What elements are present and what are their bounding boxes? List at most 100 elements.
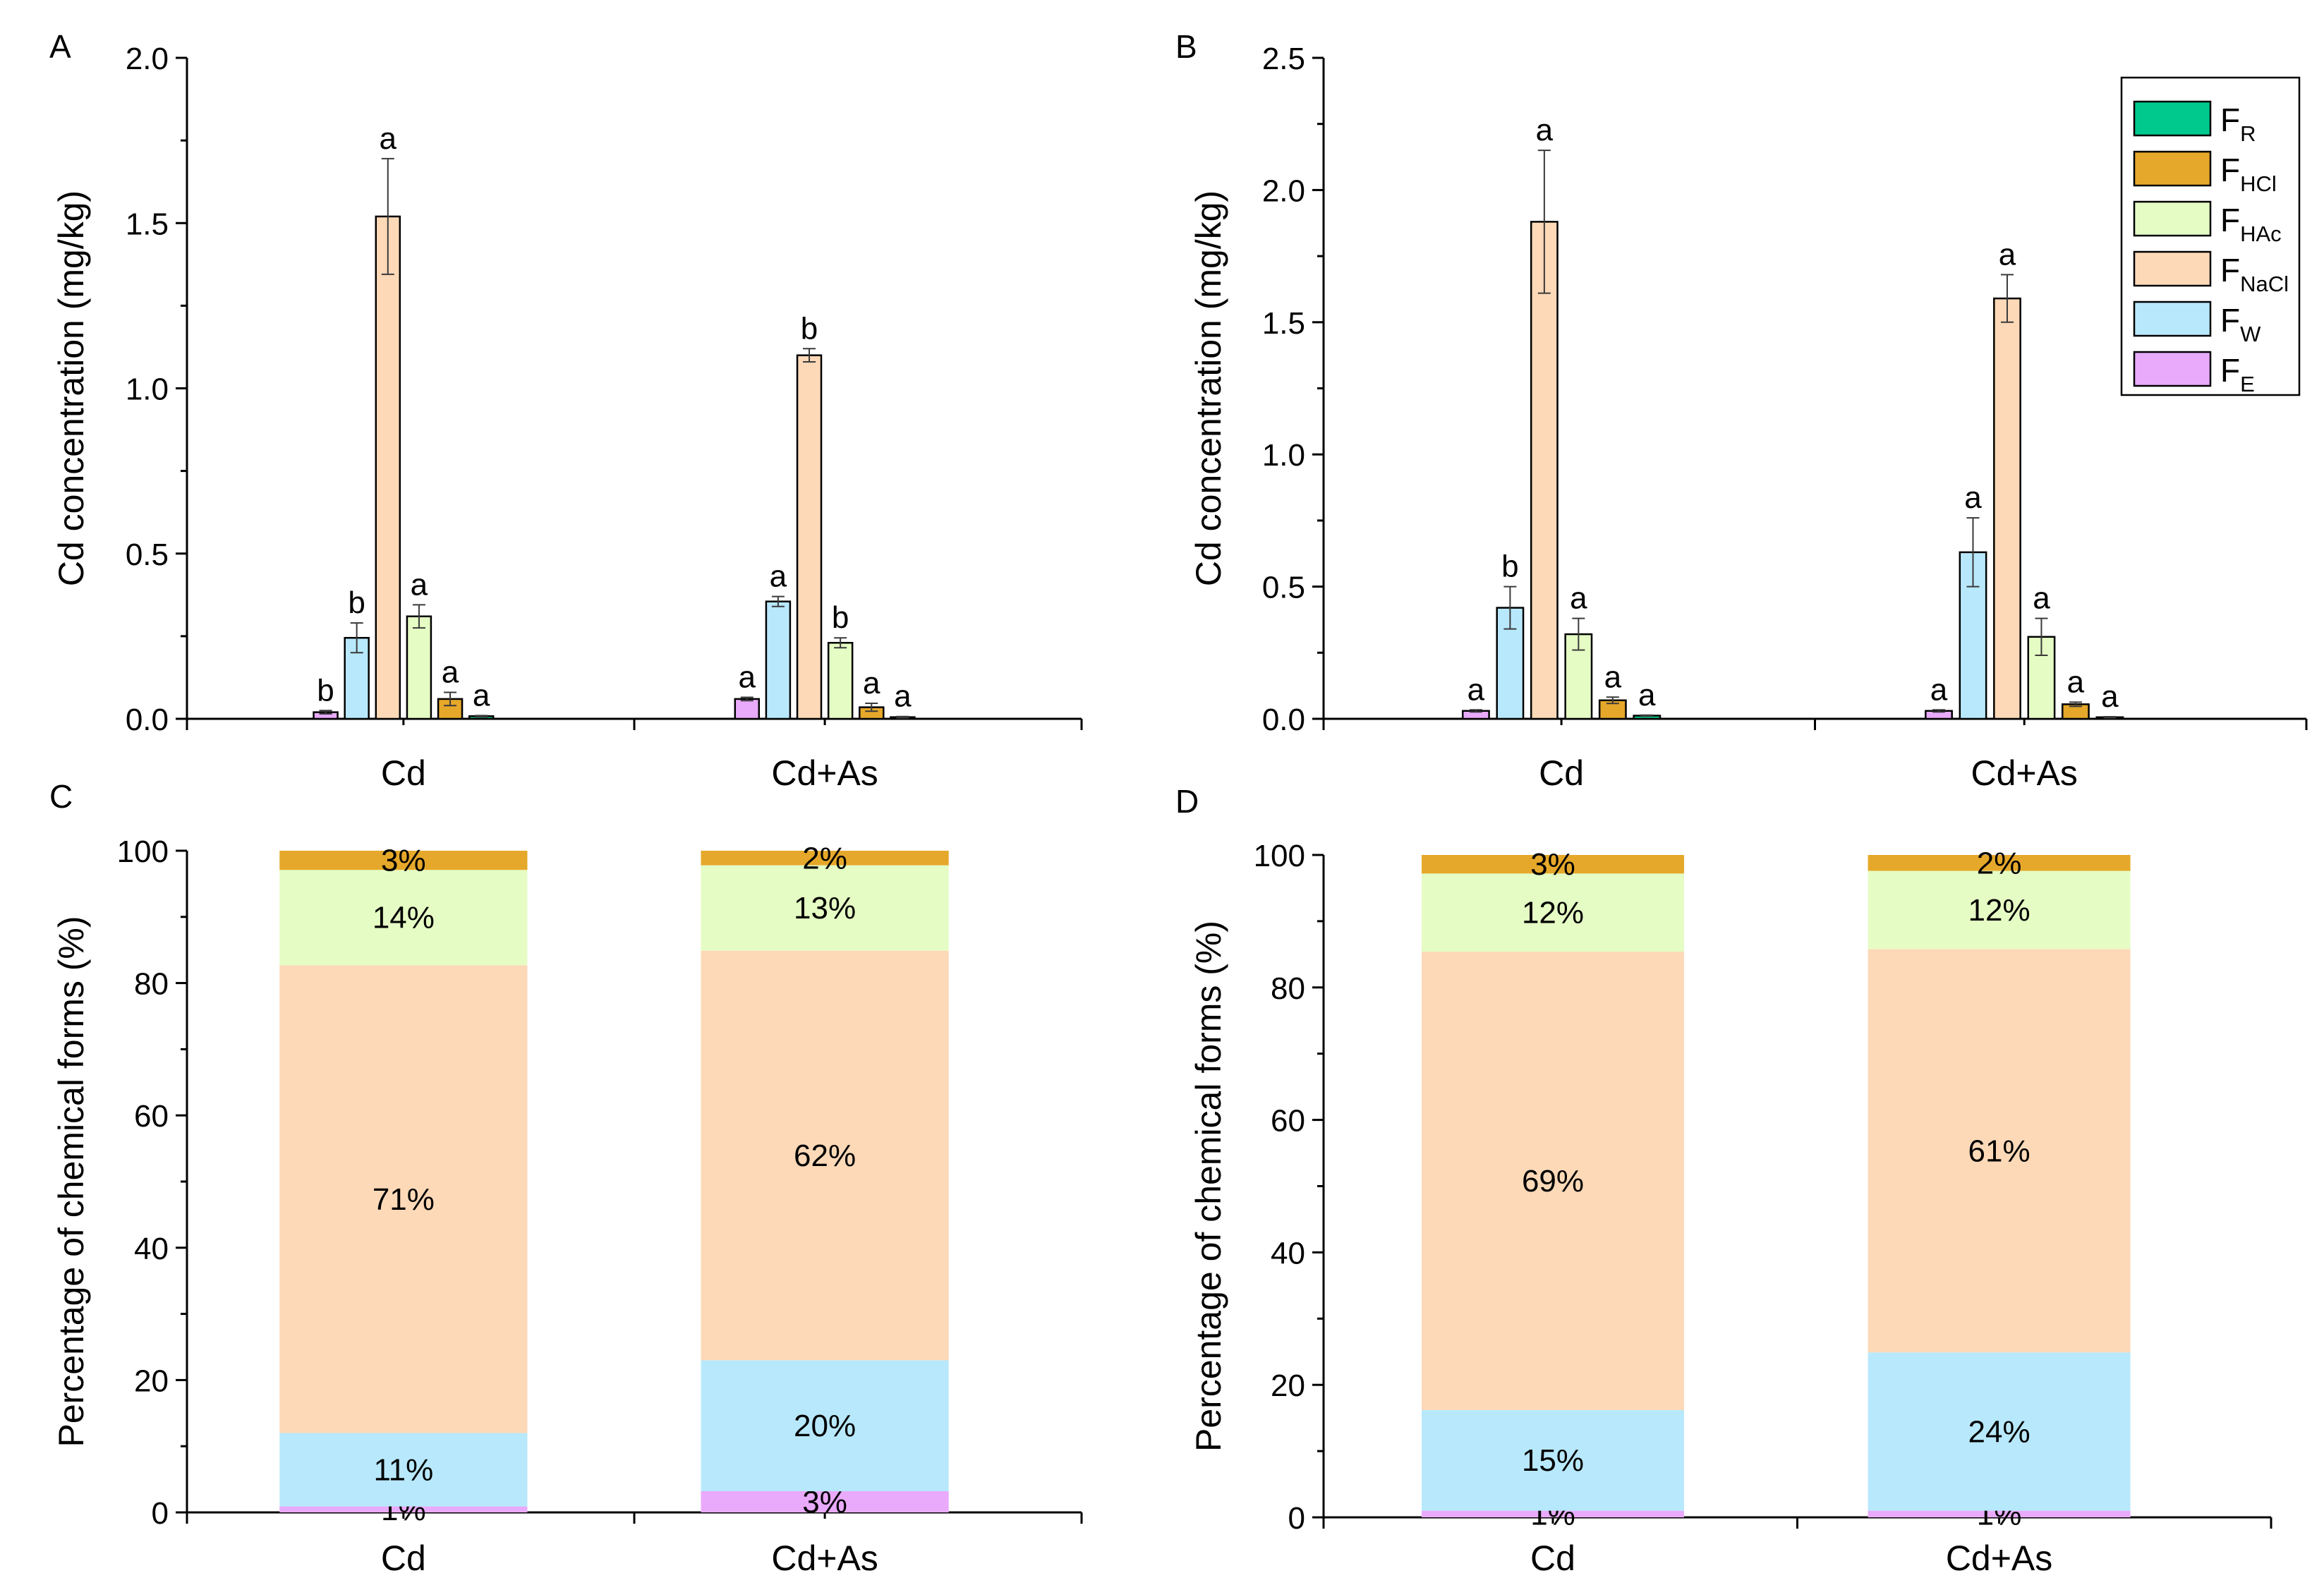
significance-letter: b xyxy=(1501,550,1518,584)
significance-letter: a xyxy=(473,678,490,712)
significance-letter: b xyxy=(348,585,365,620)
y-tick-label: 0 xyxy=(152,1496,169,1531)
stack-segment-f_hcl xyxy=(1422,855,1685,874)
percent-label: 3% xyxy=(381,844,426,878)
bar-f_hac xyxy=(827,641,854,720)
percent-label: 2% xyxy=(802,841,847,875)
significance-letter: a xyxy=(770,559,787,594)
significance-letter: a xyxy=(2067,664,2085,699)
x-tick-label: Cd+As xyxy=(1971,753,2077,793)
significance-letter: a xyxy=(2101,679,2119,714)
y-tick-label: 0.0 xyxy=(126,703,169,737)
percent-label: 15% xyxy=(1522,1443,1584,1478)
significance-letter: b xyxy=(317,673,334,708)
panel-a: A Cd concentration (mg/kg) 0.0 0.5 1.0 1.5 2.0… xyxy=(49,28,1083,793)
bar-f_w xyxy=(765,600,792,720)
y-tick-label: 20 xyxy=(1271,1368,1305,1403)
stack-segment-f_e xyxy=(701,1491,949,1512)
stack-segment-f_nacl xyxy=(701,950,949,1361)
significance-letter: a xyxy=(380,121,397,156)
y-tick-label: 100 xyxy=(117,834,169,869)
legend-entry-subscript: R xyxy=(2240,121,2256,146)
y-axis-label: Percentage of chemical forms (%) xyxy=(52,916,91,1447)
panel-label: C xyxy=(49,778,73,815)
percent-label: 62% xyxy=(794,1139,856,1173)
percent-label: 24% xyxy=(1968,1414,2031,1449)
y-tick-label: 2.0 xyxy=(1262,174,1305,208)
bar-f_nacl xyxy=(796,354,823,720)
percent-label: 14% xyxy=(373,901,435,935)
panel-b: B Cd concentration (mg/kg) 0.0 0.5 1.0 1.5 2.0… xyxy=(1175,28,2308,793)
percent-label: 71% xyxy=(373,1182,435,1217)
legend-swatch-f_nacl xyxy=(2133,250,2212,287)
significance-letter: a xyxy=(1604,660,1622,694)
significance-letter: a xyxy=(863,666,880,700)
percent-label: 13% xyxy=(794,891,856,925)
y-axis-label: Cd concentration (mg/kg) xyxy=(52,190,91,586)
percent-label: 69% xyxy=(1522,1164,1584,1198)
legend-entry-subscript: HAc xyxy=(2240,221,2282,246)
y-tick-label: 20 xyxy=(134,1364,169,1398)
stack-segment-f_nacl xyxy=(1868,949,2131,1353)
stack-segment-f_hac xyxy=(1868,870,2131,949)
legend-swatch-f_w xyxy=(2133,301,2212,337)
y-tick-label: 1.5 xyxy=(1262,306,1305,341)
legend-swatch-f_e xyxy=(2133,351,2212,387)
x-tick-label: Cd+As xyxy=(771,1538,878,1578)
significance-letter: a xyxy=(1570,581,1587,616)
stack-segment-f_w xyxy=(1422,1409,1685,1511)
panel-label: D xyxy=(1175,783,1199,820)
percent-label: 11% xyxy=(373,1452,433,1487)
panel-c: C Percentage of chemical forms (%) 0 20 40 60… xyxy=(49,778,1083,1578)
legend-entry-subscript: HCl xyxy=(2240,171,2277,196)
y-axis-label: Percentage of chemical forms (%) xyxy=(1189,921,1228,1452)
y-tick-label: 1.5 xyxy=(126,207,169,241)
y-tick-label: 80 xyxy=(1271,971,1305,1006)
percent-label: 12% xyxy=(1522,896,1584,930)
significance-letter: a xyxy=(1467,672,1485,707)
y-tick-label: 2.5 xyxy=(1262,42,1305,76)
legend-swatch-f_hcl xyxy=(2133,150,2212,187)
panel-label: B xyxy=(1175,28,1197,65)
legend-swatch-f_hac xyxy=(2133,200,2212,237)
percent-label: 2% xyxy=(1977,846,2022,880)
bar-f_nacl xyxy=(1530,221,1559,720)
percent-label: 12% xyxy=(1968,893,2031,928)
x-tick-label: Cd xyxy=(1539,753,1584,793)
stack-segment-f_w xyxy=(279,1433,528,1507)
y-tick-label: 0.5 xyxy=(1262,571,1305,605)
significance-letter: a xyxy=(411,567,428,602)
stack-segment-f_hac xyxy=(1422,873,1685,952)
stack-segment-f_nacl xyxy=(1422,952,1685,1410)
significance-letter: a xyxy=(2033,581,2050,616)
y-tick-label: 60 xyxy=(134,1099,169,1134)
significance-letter: a xyxy=(1999,237,2016,272)
x-tick-label: Cd+As xyxy=(771,753,878,793)
y-tick-label: 80 xyxy=(134,967,169,1002)
y-tick-label: 0 xyxy=(1288,1501,1305,1536)
x-tick-label: Cd xyxy=(1530,1538,1575,1578)
significance-letter: a xyxy=(1638,678,1656,712)
stack-segment-f_hac xyxy=(701,865,949,951)
y-tick-label: 60 xyxy=(1271,1104,1305,1139)
stack-segment-f_hcl xyxy=(701,851,949,866)
significance-letter: a xyxy=(894,679,912,714)
panel-label: A xyxy=(49,28,71,65)
y-tick-label: 1.0 xyxy=(126,372,169,407)
stack-segment-f_e xyxy=(1422,1510,1685,1517)
significance-letter: a xyxy=(1930,672,1948,707)
stack-segment-f_nacl xyxy=(279,965,528,1433)
y-tick-label: 2.0 xyxy=(126,42,169,76)
legend-entry-subscript: NaCl xyxy=(2240,272,2289,296)
x-tick-label: Cd xyxy=(381,753,426,793)
significance-letter: a xyxy=(739,660,756,695)
y-tick-label: 40 xyxy=(134,1232,169,1266)
significance-letter: a xyxy=(1536,113,1554,147)
legend-entry-subscript: E xyxy=(2240,372,2255,396)
legend-entry-subscript: W xyxy=(2240,322,2261,346)
percent-label: 20% xyxy=(794,1409,856,1443)
significance-letter: a xyxy=(1964,480,1982,515)
percent-label: 61% xyxy=(1968,1134,2031,1168)
